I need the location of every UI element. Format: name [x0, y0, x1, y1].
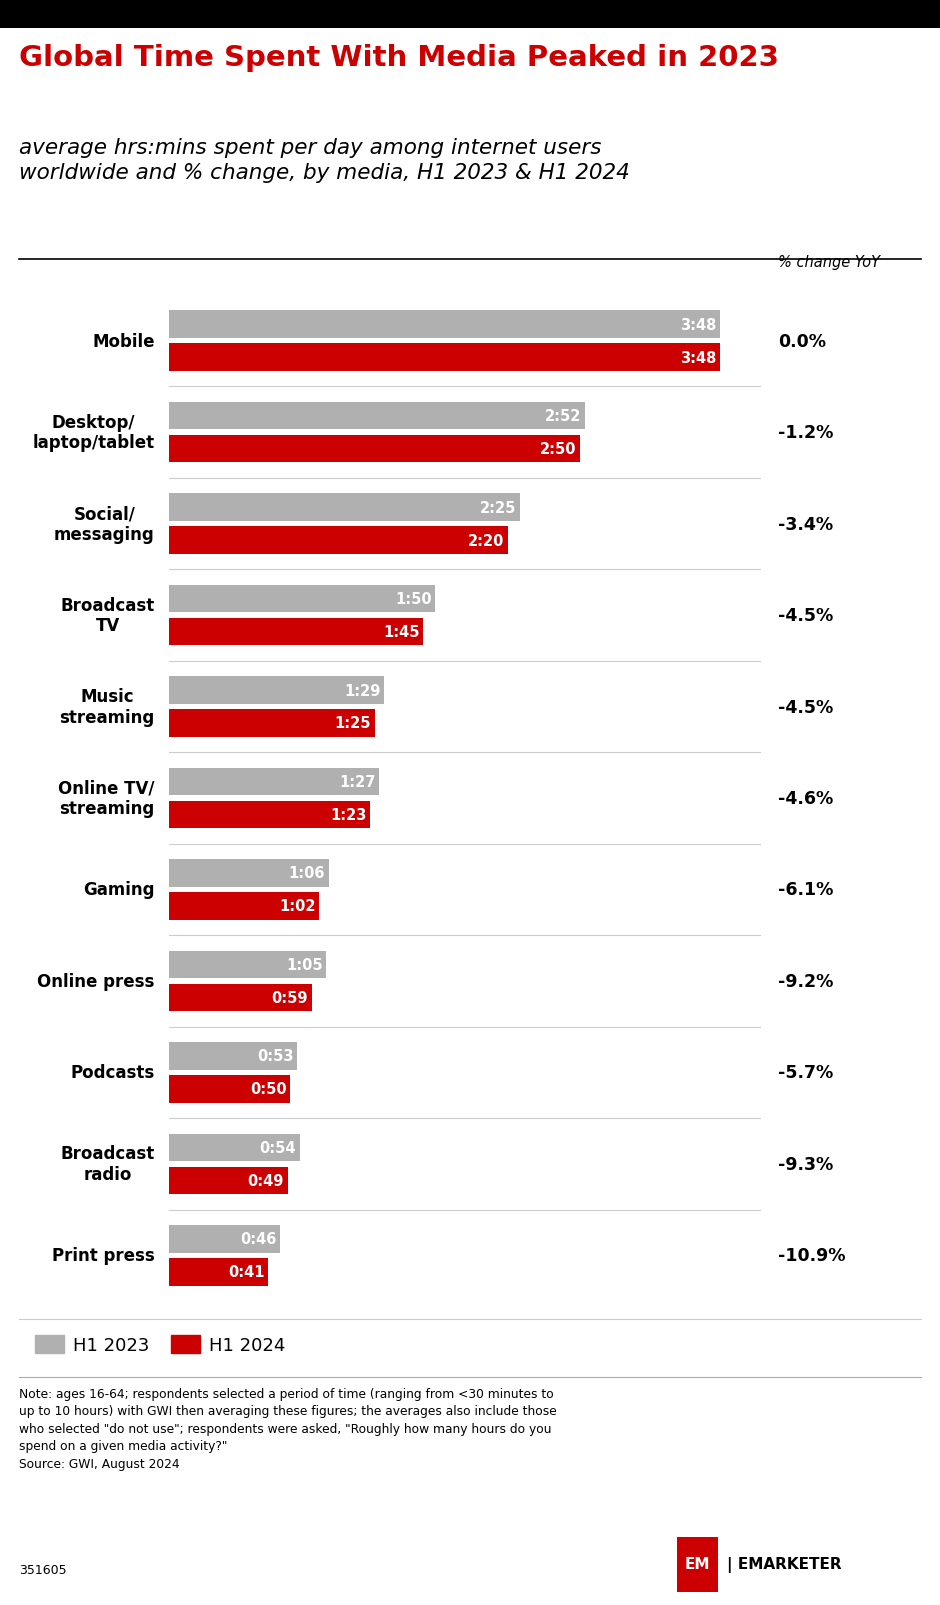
- Text: 2:25: 2:25: [479, 501, 516, 515]
- Text: 3:48: 3:48: [681, 318, 716, 332]
- Text: 1:29: 1:29: [344, 684, 381, 698]
- Text: average hrs:mins spent per day among internet users
worldwide and % change, by m: average hrs:mins spent per day among int…: [19, 138, 630, 183]
- Bar: [169, 1075, 290, 1103]
- Text: % change YoY: % change YoY: [778, 255, 881, 270]
- Text: Social/
messaging: Social/ messaging: [54, 506, 155, 544]
- Text: EM: EM: [685, 1557, 711, 1571]
- Text: -4.5%: -4.5%: [778, 607, 834, 624]
- Text: -9.2%: -9.2%: [778, 973, 834, 990]
- Bar: [169, 860, 329, 888]
- Bar: [169, 618, 423, 645]
- Bar: [169, 892, 319, 920]
- Text: 0.0%: 0.0%: [778, 332, 826, 350]
- Text: | EMARKETER: | EMARKETER: [727, 1555, 841, 1571]
- Text: -4.6%: -4.6%: [778, 790, 834, 807]
- Bar: [169, 311, 720, 339]
- Text: 2:20: 2:20: [467, 533, 504, 549]
- Text: -4.5%: -4.5%: [778, 698, 834, 716]
- Bar: [169, 984, 312, 1011]
- Text: Broadcast
radio: Broadcast radio: [60, 1144, 155, 1183]
- Bar: [169, 526, 508, 554]
- Text: 1:50: 1:50: [395, 592, 431, 607]
- Bar: [169, 343, 720, 372]
- Bar: [169, 1135, 300, 1162]
- Bar: [169, 403, 585, 430]
- Text: 2:52: 2:52: [545, 409, 581, 424]
- Text: 0:50: 0:50: [250, 1082, 287, 1096]
- Text: 0:41: 0:41: [228, 1265, 265, 1279]
- Legend: H1 2023, H1 2024: H1 2023, H1 2024: [28, 1329, 292, 1361]
- Text: Note: ages 16-64; respondents selected a period of time (ranging from <30 minute: Note: ages 16-64; respondents selected a…: [19, 1387, 556, 1470]
- Text: 0:54: 0:54: [259, 1140, 296, 1156]
- Bar: [169, 677, 384, 705]
- FancyBboxPatch shape: [677, 1538, 718, 1592]
- Bar: [169, 709, 375, 737]
- Bar: [169, 769, 380, 796]
- Text: -6.1%: -6.1%: [778, 881, 834, 899]
- Text: Print press: Print press: [52, 1247, 155, 1265]
- Text: 0:59: 0:59: [272, 990, 308, 1005]
- Bar: [169, 1167, 288, 1194]
- Text: 351605: 351605: [19, 1563, 67, 1576]
- Text: Gaming: Gaming: [84, 881, 155, 899]
- Text: Online TV/
streaming: Online TV/ streaming: [58, 778, 155, 819]
- Bar: [169, 435, 580, 462]
- Text: 0:53: 0:53: [258, 1048, 293, 1064]
- Text: Global Time Spent With Media Peaked in 2023: Global Time Spent With Media Peaked in 2…: [19, 45, 779, 72]
- Text: Podcasts: Podcasts: [70, 1064, 155, 1082]
- Text: 0:49: 0:49: [247, 1173, 284, 1188]
- Text: -9.3%: -9.3%: [778, 1156, 834, 1173]
- Text: 1:25: 1:25: [335, 716, 371, 730]
- Bar: [169, 586, 435, 613]
- Text: 0:46: 0:46: [241, 1231, 276, 1247]
- Bar: [169, 952, 326, 979]
- Text: 1:06: 1:06: [289, 867, 325, 881]
- Text: Desktop/
laptop/tablet: Desktop/ laptop/tablet: [33, 414, 155, 453]
- Bar: [169, 801, 369, 828]
- Text: -1.2%: -1.2%: [778, 424, 834, 441]
- Text: Online press: Online press: [38, 973, 155, 990]
- Text: -5.7%: -5.7%: [778, 1064, 834, 1082]
- Text: 1:05: 1:05: [286, 957, 322, 973]
- Bar: [169, 1258, 268, 1286]
- Text: 1:45: 1:45: [383, 624, 419, 640]
- Text: Mobile: Mobile: [92, 332, 155, 350]
- Text: 2:50: 2:50: [540, 441, 576, 457]
- Bar: [169, 1043, 297, 1071]
- Text: 3:48: 3:48: [681, 350, 716, 366]
- Text: 1:02: 1:02: [279, 899, 316, 913]
- Text: Broadcast
TV: Broadcast TV: [60, 597, 155, 636]
- Bar: [169, 494, 520, 522]
- Text: -3.4%: -3.4%: [778, 515, 834, 533]
- Bar: [169, 1225, 280, 1254]
- Text: -10.9%: -10.9%: [778, 1247, 846, 1265]
- Text: 1:27: 1:27: [339, 775, 376, 790]
- Text: Music
streaming: Music streaming: [59, 687, 155, 727]
- Text: 1:23: 1:23: [330, 807, 367, 822]
